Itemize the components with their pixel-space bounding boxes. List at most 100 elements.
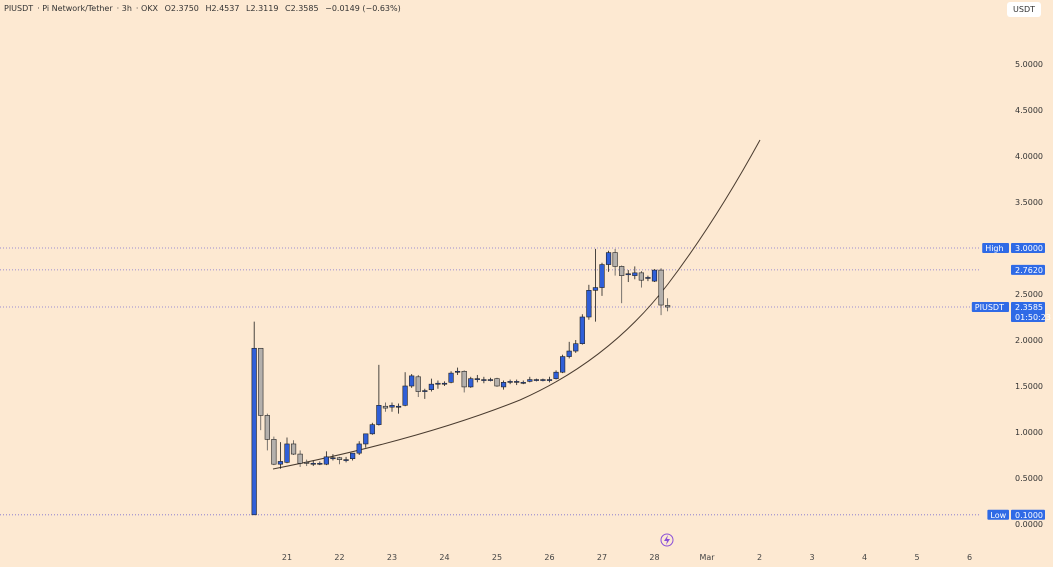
- candle: [395, 403, 402, 414]
- y-tick-label: 2.0000: [1015, 336, 1043, 345]
- candle-body: [402, 385, 408, 406]
- candle: [336, 456, 343, 465]
- candle: [586, 284, 592, 320]
- candle: [560, 354, 566, 374]
- candle: [632, 266, 638, 280]
- candle: [258, 347, 264, 431]
- x-tick-label: 22: [334, 553, 344, 562]
- candle-body: [645, 277, 651, 279]
- candle-body: [500, 382, 507, 388]
- symbol[interactable]: PIUSDT: [4, 4, 34, 13]
- price-tag-label: High: [985, 244, 1003, 253]
- candle-body: [415, 376, 421, 392]
- x-tick-label: 6: [967, 553, 972, 562]
- candle: [461, 370, 467, 393]
- candle-body: [625, 273, 631, 276]
- candle: [625, 270, 631, 283]
- x-tick-label: 28: [649, 553, 659, 562]
- candle: [592, 248, 599, 322]
- x-tick-label: 4: [862, 553, 867, 562]
- interval[interactable]: 3h: [121, 4, 132, 13]
- candle-body: [336, 457, 343, 460]
- candle-body: [369, 424, 375, 435]
- x-tick-label: Mar: [699, 553, 715, 562]
- candle-body: [277, 461, 284, 465]
- x-tick-label: 26: [544, 553, 554, 562]
- candle-body: [395, 405, 402, 408]
- candle-body: [599, 264, 605, 288]
- candle-body: [592, 287, 599, 291]
- candle: [290, 440, 297, 455]
- candle: [389, 402, 395, 412]
- price-tag: [1011, 264, 1045, 275]
- candle-body: [481, 379, 487, 381]
- candle: [310, 460, 316, 467]
- y-tick-label: 1.0000: [1015, 428, 1043, 437]
- candle-body: [310, 462, 316, 465]
- candle-body: [251, 347, 257, 516]
- candle: [369, 422, 375, 435]
- currency-button[interactable]: USDT: [1007, 2, 1041, 17]
- price-tag-value: 2.3585: [1015, 303, 1043, 312]
- candle-body: [638, 272, 644, 281]
- candle: [566, 341, 572, 359]
- candle: [415, 374, 421, 398]
- candle-body: [435, 382, 441, 385]
- candle-body: [632, 272, 638, 276]
- candle: [645, 275, 651, 282]
- candle-body: [323, 456, 329, 465]
- candle-body: [258, 347, 264, 416]
- candle: [605, 250, 612, 272]
- price-tag: [1011, 509, 1045, 520]
- candle-body: [317, 462, 323, 465]
- candle-body: [350, 452, 356, 459]
- lightning-icon[interactable]: [660, 533, 674, 547]
- y-tick-label: 4.5000: [1015, 106, 1043, 115]
- candle-body: [527, 379, 533, 382]
- candle: [323, 451, 329, 466]
- candle: [441, 381, 448, 386]
- candle: [651, 269, 658, 283]
- candle: [409, 374, 415, 388]
- countdown-timer: 01:50:23: [1015, 313, 1051, 322]
- x-tick-label: 21: [282, 553, 292, 562]
- candle-body: [382, 405, 389, 409]
- candle-body: [376, 405, 382, 425]
- candle: [507, 379, 513, 385]
- candle: [277, 442, 284, 469]
- y-tick-label: 3.5000: [1015, 198, 1043, 207]
- candle-body: [612, 252, 618, 267]
- candle-body: [651, 269, 658, 282]
- candle-body: [343, 459, 349, 461]
- candle: [540, 378, 546, 382]
- exchange: OKX: [141, 4, 159, 13]
- candle-body: [665, 305, 671, 308]
- candle: [455, 367, 461, 375]
- change-value: −0.0149 (−0.63%): [325, 4, 401, 13]
- price-tag-value: 2.7620: [1015, 266, 1043, 275]
- candle: [500, 380, 507, 390]
- x-tick-label: 27: [597, 553, 607, 562]
- candle: [533, 378, 539, 382]
- x-tick-label: 5: [914, 553, 919, 562]
- candle-body: [540, 379, 546, 381]
- candle: [474, 374, 480, 383]
- price-tag: [1011, 243, 1045, 253]
- candle: [382, 402, 389, 412]
- symbol-name: Pi Network/Tether: [42, 4, 113, 13]
- candle: [284, 437, 290, 464]
- candle-body: [304, 462, 310, 464]
- price-tag-label-bg: [987, 509, 1009, 520]
- y-tick-label: 0.0000: [1015, 520, 1043, 529]
- price-tag: [1011, 302, 1045, 323]
- candle: [297, 450, 303, 467]
- candle: [271, 436, 277, 466]
- candle: [638, 271, 644, 288]
- candle: [468, 376, 474, 388]
- price-tag-value: 3.0000: [1015, 244, 1043, 253]
- candle: [481, 376, 487, 384]
- candle-body: [474, 378, 480, 380]
- candle: [343, 456, 349, 463]
- x-tick-label: 3: [809, 553, 814, 562]
